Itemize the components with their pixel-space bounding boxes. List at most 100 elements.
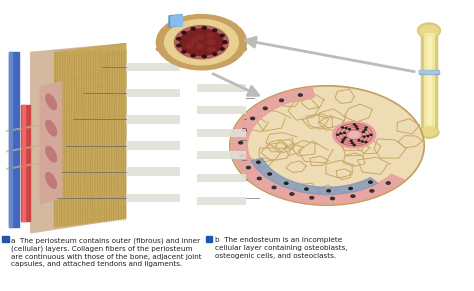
Circle shape <box>337 134 338 135</box>
Circle shape <box>356 128 358 129</box>
Circle shape <box>344 137 346 138</box>
Ellipse shape <box>419 71 439 74</box>
Circle shape <box>353 144 355 146</box>
Bar <box>126 63 180 71</box>
Circle shape <box>223 41 227 43</box>
Bar <box>197 197 246 205</box>
Polygon shape <box>251 158 378 194</box>
Circle shape <box>333 122 375 148</box>
Bar <box>427 36 431 124</box>
Bar <box>0 6 190 233</box>
Ellipse shape <box>196 35 204 39</box>
Bar <box>9 52 12 227</box>
Bar <box>22 105 25 221</box>
Circle shape <box>182 31 186 34</box>
Polygon shape <box>169 15 182 27</box>
Circle shape <box>202 55 206 58</box>
Circle shape <box>256 161 260 163</box>
Bar <box>197 174 246 182</box>
Circle shape <box>367 135 369 136</box>
Circle shape <box>386 182 390 184</box>
Polygon shape <box>55 44 126 227</box>
Ellipse shape <box>186 43 193 48</box>
Circle shape <box>327 190 330 192</box>
Ellipse shape <box>46 146 56 162</box>
Circle shape <box>341 141 343 143</box>
Circle shape <box>290 193 294 195</box>
Circle shape <box>370 190 374 192</box>
Ellipse shape <box>419 25 438 37</box>
Text: b  The endosteum is an incomplete
cellular layer containing osteoblasts,
osteoge: b The endosteum is an incomplete cellula… <box>215 237 347 259</box>
Bar <box>197 151 246 159</box>
Circle shape <box>177 45 181 47</box>
Ellipse shape <box>207 47 215 52</box>
Circle shape <box>299 94 302 96</box>
Circle shape <box>349 132 359 138</box>
Circle shape <box>213 53 217 55</box>
Circle shape <box>340 133 342 134</box>
Bar <box>126 194 180 202</box>
Circle shape <box>223 41 227 43</box>
Circle shape <box>284 182 288 184</box>
Circle shape <box>191 54 195 57</box>
Circle shape <box>365 141 367 143</box>
Ellipse shape <box>46 94 56 110</box>
Circle shape <box>240 154 244 157</box>
Circle shape <box>246 166 250 169</box>
Bar <box>126 89 180 97</box>
Circle shape <box>351 143 353 144</box>
Bar <box>419 70 439 74</box>
Polygon shape <box>171 15 182 26</box>
Circle shape <box>344 132 346 134</box>
Bar <box>9 52 19 227</box>
Ellipse shape <box>191 38 198 43</box>
Circle shape <box>310 196 314 199</box>
Circle shape <box>268 173 272 175</box>
Circle shape <box>220 48 224 50</box>
Circle shape <box>345 127 347 129</box>
Bar <box>197 84 246 92</box>
Circle shape <box>251 117 255 120</box>
Ellipse shape <box>419 127 439 138</box>
Circle shape <box>342 139 344 140</box>
Circle shape <box>365 129 366 130</box>
Bar <box>197 129 246 137</box>
Circle shape <box>202 27 206 29</box>
Circle shape <box>342 127 344 128</box>
Polygon shape <box>31 44 126 233</box>
Bar <box>126 115 180 124</box>
Ellipse shape <box>206 40 214 44</box>
Circle shape <box>370 134 372 135</box>
Bar <box>2 236 9 242</box>
Circle shape <box>330 197 335 200</box>
Circle shape <box>239 141 243 144</box>
Circle shape <box>180 29 223 56</box>
Circle shape <box>220 34 224 37</box>
Circle shape <box>349 187 352 189</box>
Bar <box>206 236 212 242</box>
Ellipse shape <box>46 120 56 136</box>
Ellipse shape <box>418 23 440 38</box>
Ellipse shape <box>156 43 246 55</box>
Circle shape <box>358 140 360 141</box>
Circle shape <box>365 127 367 128</box>
Circle shape <box>213 29 217 32</box>
Circle shape <box>363 136 365 137</box>
Circle shape <box>257 177 261 180</box>
Circle shape <box>230 86 424 205</box>
Circle shape <box>272 186 276 189</box>
Circle shape <box>305 188 308 190</box>
Bar <box>21 105 30 221</box>
Ellipse shape <box>46 173 56 188</box>
Circle shape <box>363 131 365 132</box>
Polygon shape <box>40 81 62 204</box>
Circle shape <box>354 124 356 125</box>
Bar <box>424 33 434 127</box>
Circle shape <box>242 129 246 131</box>
Circle shape <box>351 195 355 197</box>
Bar <box>126 167 180 176</box>
Ellipse shape <box>197 44 203 49</box>
Ellipse shape <box>421 127 437 136</box>
Circle shape <box>182 50 186 53</box>
Circle shape <box>280 99 283 102</box>
